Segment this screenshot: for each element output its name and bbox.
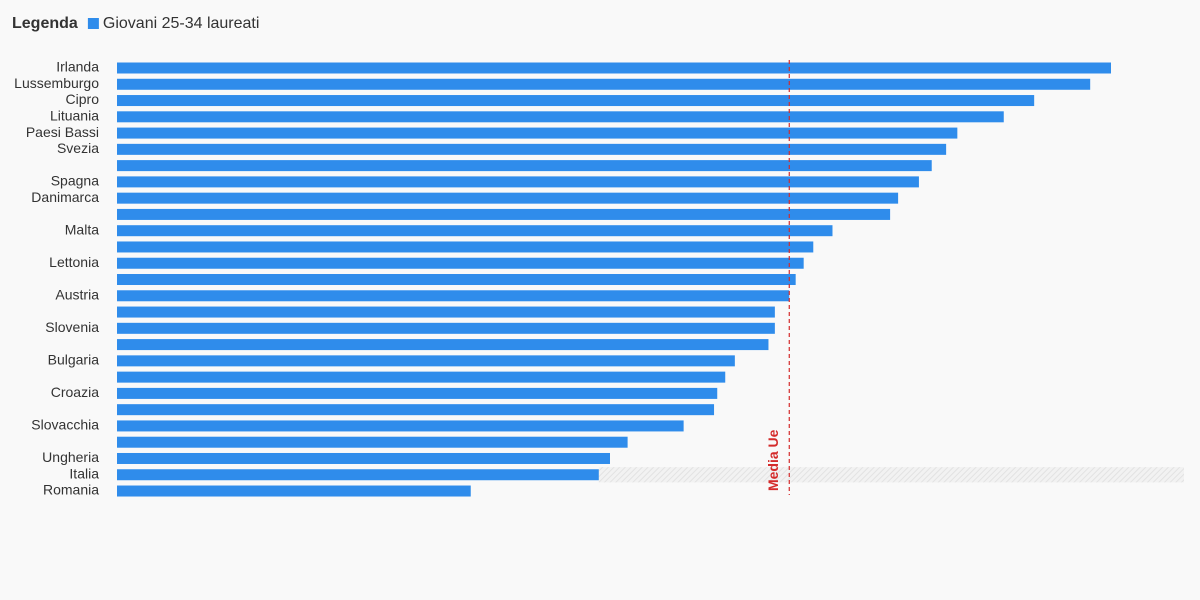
bar — [117, 339, 769, 351]
legend-label: Giovani 25-34 laureati — [103, 15, 260, 32]
bar — [117, 404, 715, 416]
y-tick-label: Spagna — [51, 173, 99, 189]
bar — [117, 78, 1091, 90]
bar — [117, 290, 790, 302]
bar — [117, 241, 814, 253]
bar — [117, 160, 932, 172]
y-tick-label: Svezia — [57, 140, 99, 156]
y-tick-label: Slovenia — [45, 319, 99, 335]
highlight-band — [598, 467, 1184, 483]
y-tick-label: Irlanda — [56, 59, 99, 75]
bar — [117, 306, 775, 318]
bar — [117, 420, 684, 432]
y-tick-label: Lituania — [50, 108, 99, 124]
legend-swatch — [87, 18, 99, 29]
y-tick-label: Austria — [55, 286, 99, 302]
y-tick-label: Bulgaria — [48, 352, 100, 368]
y-tick-label: Lettonia — [49, 254, 99, 270]
y-tick-label: Cipro — [66, 91, 100, 107]
y-tick-label: Paesi Bassi — [26, 124, 99, 140]
bar — [117, 95, 1035, 107]
y-tick-label: Danimarca — [31, 189, 99, 205]
bar — [117, 485, 471, 497]
bar — [117, 355, 735, 367]
y-tick-label: Malta — [65, 221, 99, 237]
bar — [117, 452, 610, 464]
bar — [117, 208, 891, 220]
bar — [117, 274, 796, 286]
bar — [117, 176, 919, 188]
y-tick-label: Italia — [69, 465, 99, 481]
bar — [117, 371, 726, 383]
bar — [117, 143, 947, 155]
y-tick-label: Ungheria — [42, 449, 99, 465]
bar — [117, 225, 833, 237]
bar — [117, 192, 899, 204]
legend-title: Legenda — [12, 15, 78, 32]
bar — [117, 387, 718, 399]
bar — [117, 469, 599, 481]
bar — [117, 62, 1111, 74]
bar — [117, 436, 628, 448]
bar — [117, 322, 775, 334]
bar — [117, 127, 958, 139]
bar — [117, 111, 1004, 123]
y-tick-label: Lussemburgo — [14, 75, 99, 91]
y-tick-label: Croazia — [51, 384, 99, 400]
y-tick-label: Slovacchia — [31, 417, 99, 433]
y-tick-label: Romania — [43, 482, 99, 498]
reference-label: Media Ue — [765, 429, 781, 491]
bar — [117, 257, 804, 269]
